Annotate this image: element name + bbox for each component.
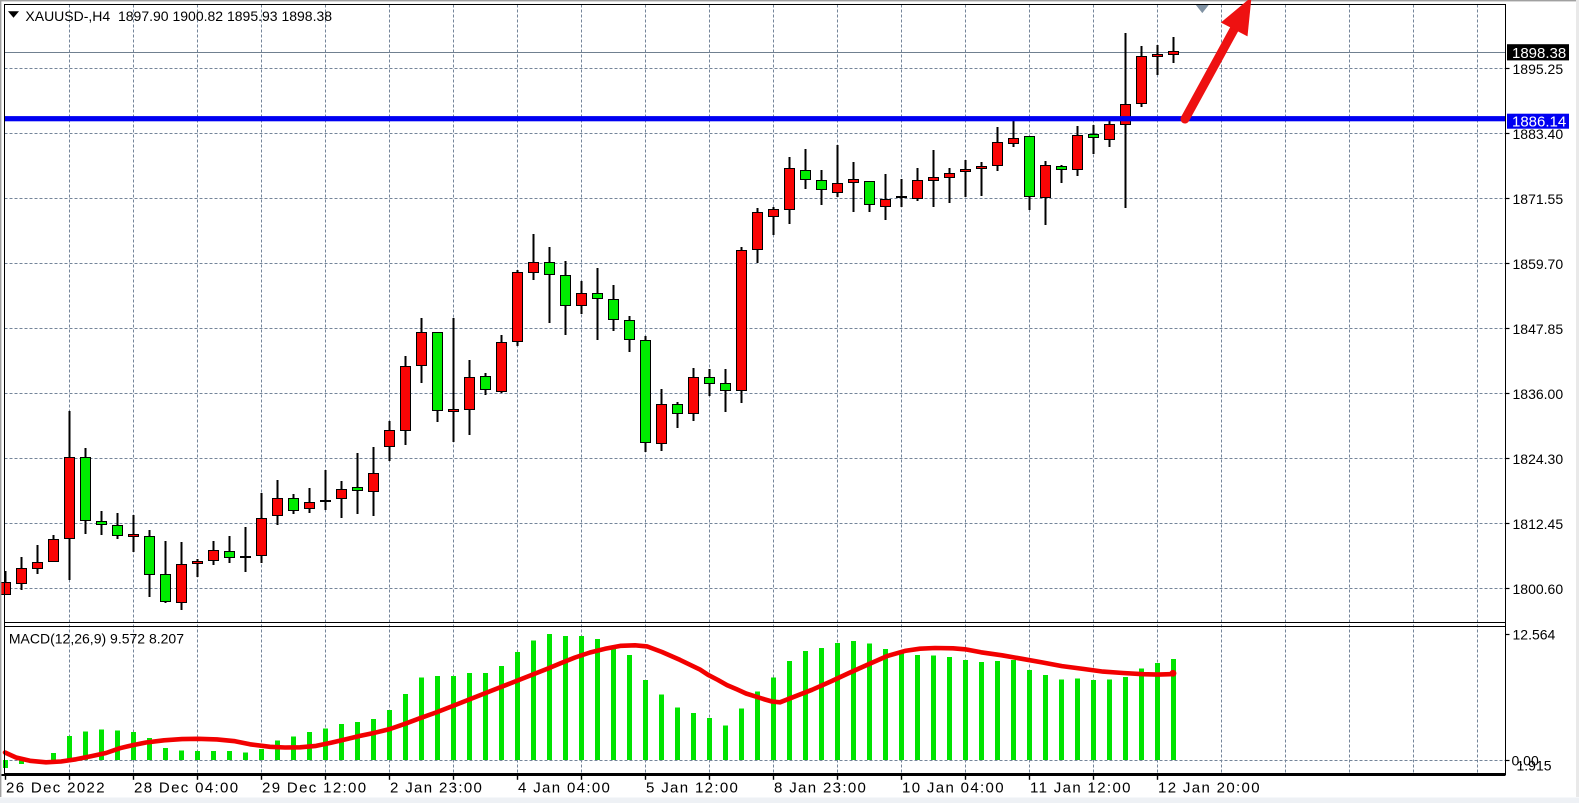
svg-text:1883.40: 1883.40 bbox=[1513, 126, 1564, 142]
svg-text:1847.85: 1847.85 bbox=[1513, 321, 1564, 337]
svg-text:1824.30: 1824.30 bbox=[1513, 451, 1564, 467]
svg-text:5 Jan 12:00: 5 Jan 12:00 bbox=[646, 779, 739, 796]
svg-text:12.564: 12.564 bbox=[1513, 627, 1556, 643]
svg-text:1895.25: 1895.25 bbox=[1513, 61, 1564, 77]
svg-text:1.915: 1.915 bbox=[1517, 758, 1552, 774]
svg-text:1898.38: 1898.38 bbox=[1512, 45, 1566, 62]
svg-text:XAUUSD-,H4 1897.90 1900.82 18: XAUUSD-,H4 1897.90 1900.82 1895.93 1898.… bbox=[25, 8, 332, 24]
svg-text:1812.45: 1812.45 bbox=[1513, 516, 1564, 532]
svg-text:26 Dec 2022: 26 Dec 2022 bbox=[6, 779, 106, 796]
svg-text:10 Jan 04:00: 10 Jan 04:00 bbox=[902, 779, 1005, 796]
svg-text:4 Jan 04:00: 4 Jan 04:00 bbox=[518, 779, 611, 796]
svg-text:MACD(12,26,9) 9.572 8.207: MACD(12,26,9) 9.572 8.207 bbox=[9, 631, 184, 647]
svg-text:1800.60: 1800.60 bbox=[1513, 581, 1564, 597]
svg-text:12 Jan 20:00: 12 Jan 20:00 bbox=[1158, 779, 1261, 796]
svg-text:0.00: 0.00 bbox=[1512, 753, 1539, 769]
svg-text:28 Dec 04:00: 28 Dec 04:00 bbox=[134, 779, 239, 796]
svg-text:1886.14: 1886.14 bbox=[1512, 114, 1566, 131]
svg-text:8 Jan 23:00: 8 Jan 23:00 bbox=[774, 779, 867, 796]
svg-text:2 Jan 23:00: 2 Jan 23:00 bbox=[390, 779, 483, 796]
svg-text:1836.00: 1836.00 bbox=[1513, 386, 1564, 402]
svg-text:1859.70: 1859.70 bbox=[1513, 256, 1564, 272]
svg-text:11 Jan 12:00: 11 Jan 12:00 bbox=[1030, 779, 1132, 796]
svg-text:29 Dec 12:00: 29 Dec 12:00 bbox=[262, 779, 367, 796]
svg-text:1871.55: 1871.55 bbox=[1513, 191, 1564, 207]
